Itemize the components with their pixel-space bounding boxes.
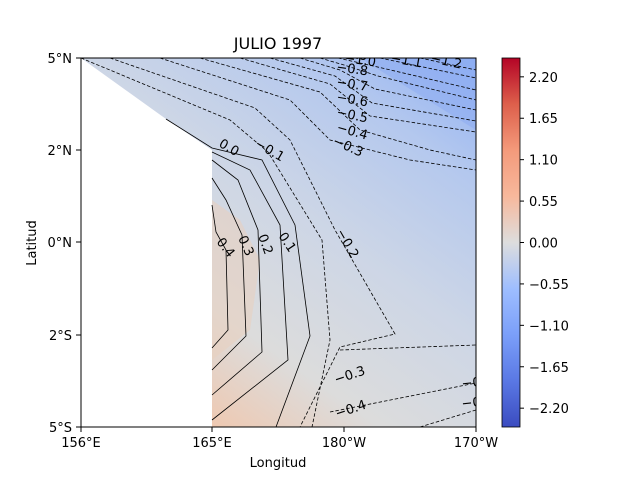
contour-label: −0.6 — [335, 90, 369, 110]
contour-lines — [81, 58, 476, 427]
colorbar-tick-label: 1.10 — [529, 154, 558, 169]
contour-label: −0 — [461, 375, 482, 392]
contour-label: 0.2 — [254, 232, 275, 257]
contour-field: 0.4 0.3 0.2 0.1 0.0 −0.1 −0.2 −0.3 −0.3 … — [81, 45, 482, 427]
x-tick-label: 170°W — [454, 436, 498, 451]
colorbar-ticks: 2.20 1.65 1.10 0.55 0.00 −0.55 −1.10 −1.65 −2.20 — [520, 71, 569, 417]
contour-line-0-1 — [211, 151, 289, 421]
contour-line-neg-0-8 — [319, 58, 476, 101]
colorbar-tick-label: 2.20 — [529, 71, 558, 86]
contour-line-neg-0-4b — [329, 382, 476, 413]
contour-line-neg-0-4 — [199, 58, 476, 161]
contour-label: −0.7 — [335, 75, 369, 95]
colorbar-tick-label: −1.65 — [529, 361, 569, 376]
y-tick-label: 5°N — [48, 52, 73, 67]
contour-line-neg-0-5 — [239, 58, 476, 133]
colorbar-tick-label: −2.20 — [529, 402, 569, 417]
cool-region — [360, 58, 476, 130]
contour-line-0-4 — [211, 204, 229, 349]
y-tick-label: 2°N — [48, 144, 73, 159]
colorbar-tick-label: 1.65 — [529, 112, 558, 127]
contour-line-0-2 — [211, 159, 263, 396]
contour-label: −0.8 — [335, 60, 368, 79]
contour-line-neg-0-7 — [299, 58, 476, 111]
colorbar-tick-label: −1.10 — [529, 319, 569, 334]
contour-line-neg-1-1 — [419, 58, 476, 71]
filled-contour-area — [81, 58, 476, 427]
x-axis: 156°E 165°E 180°W 170°W Longitud — [61, 427, 498, 471]
y-tick-label: 5°S — [49, 421, 72, 436]
colorbar-tick-label: −0.55 — [529, 278, 569, 293]
y-tick-label: 0°N — [48, 236, 73, 251]
contour-label: −0 — [461, 395, 482, 412]
y-axis-label: Latitud — [25, 220, 40, 266]
colorbar: 2.20 1.65 1.10 0.55 0.00 −0.55 −1.10 −1.65 −2.20 — [501, 57, 569, 428]
contour-line-neg-0-3 — [159, 58, 476, 171]
contour-line-neg-0-9 — [337, 58, 476, 91]
contour-line-neg-0-6b — [419, 409, 476, 427]
contour-line-neg-0-3b — [339, 344, 476, 351]
colorbar-gradient — [501, 57, 521, 428]
contour-line-neg-0-6 — [269, 58, 476, 122]
chart-title: JULIO 1997 — [233, 34, 322, 53]
contour-line-0-3 — [211, 177, 247, 371]
colorbar-tick-label: 0.55 — [529, 195, 558, 210]
x-tick-label: 180°W — [322, 436, 366, 451]
y-axis: 5°N 2°N 0°N 2°S 5°S Latitud — [25, 52, 81, 436]
contour-label: −0.9 — [335, 45, 368, 64]
contour-line-neg-0-1 — [81, 58, 331, 427]
contour-line-0-0 — [165, 118, 311, 427]
x-tick-label: 165°E — [192, 436, 232, 451]
contour-label: −0.5 — [335, 105, 369, 126]
warm-region — [212, 200, 260, 360]
x-axis-label: Longitud — [250, 456, 307, 471]
y-tick-label: 2°S — [49, 329, 72, 344]
x-tick-label: 156°E — [61, 436, 101, 451]
colorbar-tick-label: 0.00 — [529, 237, 558, 252]
